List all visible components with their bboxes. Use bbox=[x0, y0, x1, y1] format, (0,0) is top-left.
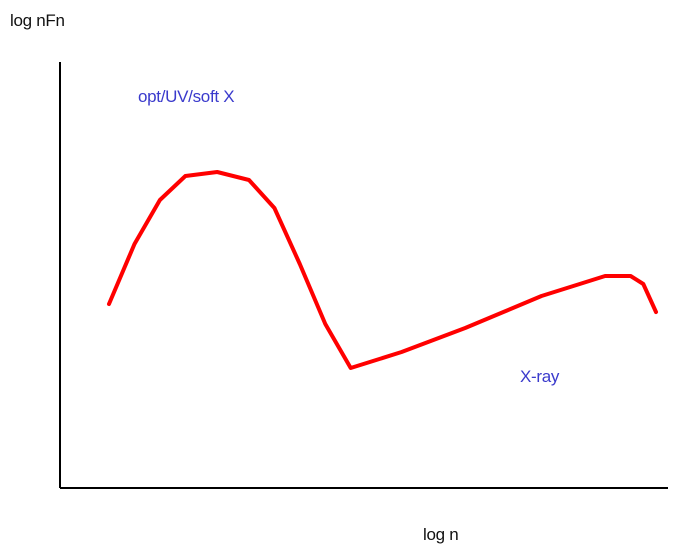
annotation-opt-uv-soft-x: opt/UV/soft X bbox=[138, 87, 235, 106]
y-axis-label: log nFn bbox=[10, 11, 65, 30]
sed-curve bbox=[107, 170, 658, 370]
x-axis-label: log n bbox=[423, 525, 459, 544]
annotation-x-ray: X-ray bbox=[520, 367, 560, 386]
